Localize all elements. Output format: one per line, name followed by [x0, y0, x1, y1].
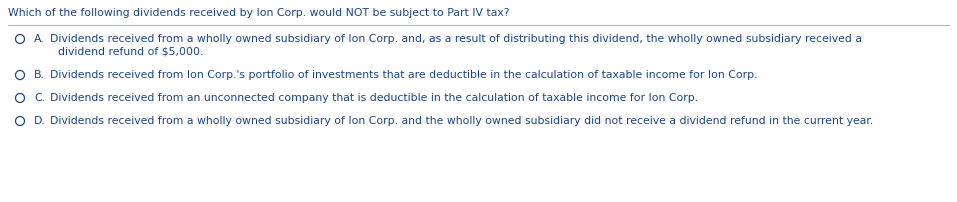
Text: dividend refund of $5,000.: dividend refund of $5,000.	[58, 47, 204, 57]
Text: D.: D.	[34, 116, 46, 126]
Text: Dividends received from a wholly owned subsidiary of Ion Corp. and the wholly ow: Dividends received from a wholly owned s…	[50, 116, 873, 126]
Text: Which of the following dividends received by Ion Corp. would NOT be subject to P: Which of the following dividends receive…	[8, 8, 509, 18]
Text: C.: C.	[34, 93, 45, 103]
Text: Dividends received from an unconnected company that is deductible in the calcula: Dividends received from an unconnected c…	[50, 93, 698, 103]
Text: A.: A.	[34, 34, 45, 44]
Text: Dividends received from Ion Corp.'s portfolio of investments that are deductible: Dividends received from Ion Corp.'s port…	[50, 70, 758, 80]
Text: Dividends received from a wholly owned subsidiary of Ion Corp. and, as a result : Dividends received from a wholly owned s…	[50, 34, 862, 44]
Text: B.: B.	[34, 70, 45, 80]
